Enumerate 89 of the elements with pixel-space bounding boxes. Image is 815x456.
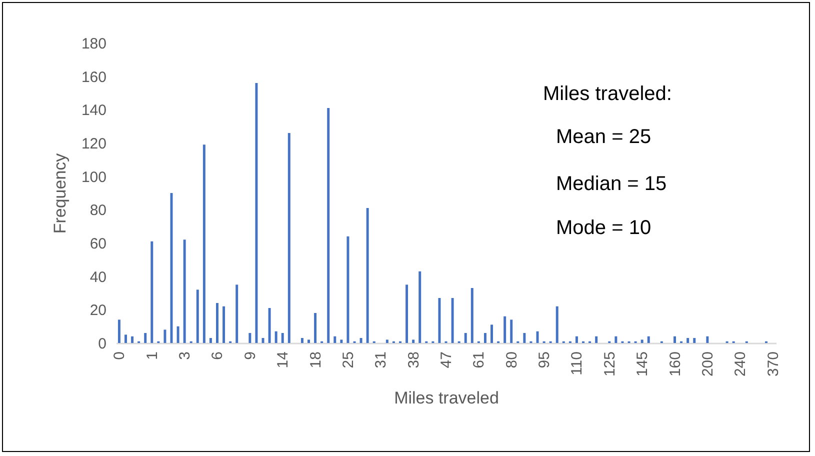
x-tick-label: 31 xyxy=(372,352,390,368)
bar xyxy=(386,340,388,343)
bar xyxy=(209,338,212,343)
bar xyxy=(340,340,343,343)
bar xyxy=(124,334,127,343)
x-tick-label: 110 xyxy=(568,352,586,376)
annotation: Median = 15 xyxy=(556,173,667,195)
bar xyxy=(131,336,134,343)
bar xyxy=(523,333,526,343)
y-tick-label: 80 xyxy=(90,202,106,220)
bar xyxy=(288,133,290,343)
x-tick-label: 125 xyxy=(601,352,618,377)
bar xyxy=(510,320,513,343)
x-tick-label: 95 xyxy=(536,352,554,368)
y-axis-title: Frequency xyxy=(50,152,70,234)
bar xyxy=(196,290,199,343)
x-tick-label: 160 xyxy=(666,352,684,377)
bar xyxy=(118,320,120,343)
bar xyxy=(674,336,676,343)
y-tick-label: 20 xyxy=(90,302,106,320)
bar xyxy=(202,144,206,343)
bar xyxy=(470,288,474,343)
annotation: Miles traveled: xyxy=(543,83,672,105)
x-tick-label: 14 xyxy=(274,352,292,368)
x-tick-label: 6 xyxy=(209,352,226,360)
bar xyxy=(346,236,350,343)
bar xyxy=(686,338,690,343)
bar xyxy=(334,336,336,343)
bar xyxy=(274,331,278,343)
bar xyxy=(314,313,317,343)
x-tick-label: 25 xyxy=(340,352,357,368)
y-tick-label: 100 xyxy=(81,168,106,186)
annotation: Mode = 10 xyxy=(556,217,652,239)
bar xyxy=(464,333,467,343)
bar xyxy=(556,306,558,343)
bar xyxy=(706,336,709,343)
bar xyxy=(222,306,226,343)
bar xyxy=(451,298,454,343)
bar xyxy=(281,333,284,343)
bar xyxy=(360,338,362,343)
y-tick-label: 40 xyxy=(90,268,106,286)
bar xyxy=(693,338,696,343)
y-tick-label: 140 xyxy=(81,102,106,120)
bar xyxy=(176,326,180,343)
bar xyxy=(164,330,166,343)
y-tick-label: 60 xyxy=(90,236,106,252)
x-tick-label: 240 xyxy=(732,352,750,377)
x-tick-label: 3 xyxy=(176,352,194,360)
bar xyxy=(248,333,252,343)
x-tick-label: 61 xyxy=(470,352,488,368)
bar xyxy=(183,240,186,343)
bar xyxy=(170,193,173,343)
bar xyxy=(647,336,650,343)
bar xyxy=(144,333,147,343)
x-tick-label: 1 xyxy=(144,352,161,360)
bar xyxy=(216,303,218,343)
bar xyxy=(406,284,408,343)
y-tick-label: 160 xyxy=(81,68,106,86)
bar xyxy=(490,324,493,343)
x-tick-label: 38 xyxy=(405,352,422,368)
bar xyxy=(327,108,330,343)
x-axis-title: Miles traveled xyxy=(394,388,499,408)
y-tick-label: 180 xyxy=(81,36,106,52)
bar xyxy=(308,340,310,343)
x-tick-label: 370 xyxy=(764,352,782,377)
x-tick-label: 9 xyxy=(242,352,259,360)
y-tick-label: 120 xyxy=(81,136,106,152)
x-tick-label: 200 xyxy=(699,352,716,377)
bar xyxy=(418,271,422,343)
bar xyxy=(438,298,441,343)
bar xyxy=(504,316,506,343)
x-tick-label: 18 xyxy=(307,352,324,368)
bar xyxy=(366,208,369,343)
bar xyxy=(484,333,486,343)
bar xyxy=(640,340,644,343)
x-tick-label: 0 xyxy=(111,352,128,360)
x-tick-label: 47 xyxy=(438,352,455,368)
bar xyxy=(412,340,415,343)
bar xyxy=(150,241,154,343)
bar xyxy=(300,338,304,343)
x-tick-label: 145 xyxy=(634,352,652,377)
bar xyxy=(575,336,578,343)
bar xyxy=(614,336,618,343)
annotation: Mean = 25 xyxy=(556,126,652,148)
bar xyxy=(236,284,238,343)
x-tick-label: 80 xyxy=(503,352,520,368)
bar xyxy=(268,308,271,343)
bar xyxy=(255,83,258,343)
bar xyxy=(595,336,598,343)
